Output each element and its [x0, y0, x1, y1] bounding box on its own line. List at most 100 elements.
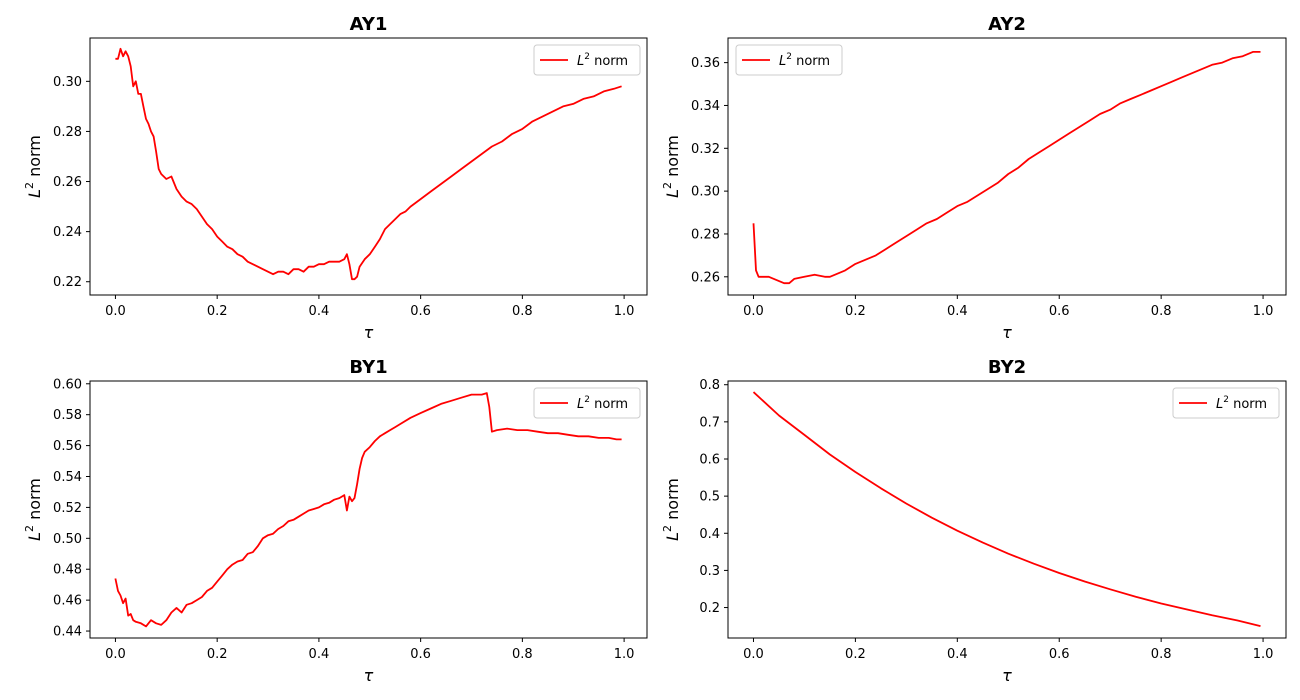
- plot-frame: [727, 37, 1287, 296]
- y-tick-label: 0.60: [53, 377, 82, 392]
- chart-panel-by2: BY2 0.0 0.2 0.4 0.6 0.8 1.0 0.2 0.3 0.4 0.5 0.6 0.7 0…: [661, 357, 1287, 685]
- y-axis-label-rest: norm: [25, 135, 44, 182]
- y-tick-label: 0.6: [699, 452, 720, 467]
- legend-label-rest: norm: [590, 54, 628, 69]
- legend-label: L2 norm: [577, 52, 628, 69]
- legend-label-sup: 2: [786, 52, 792, 62]
- y-axis-label-rest: norm: [663, 478, 682, 525]
- legend-label-rest: norm: [590, 397, 628, 412]
- x-tick-label: 0.8: [512, 304, 533, 319]
- y-axis-label-sup: 2: [661, 182, 674, 189]
- legend: L2 norm: [533, 44, 641, 76]
- y-tick-label: 0.54: [53, 470, 82, 485]
- chart-title: AY2: [988, 14, 1026, 35]
- y-axis-label-sup: 2: [23, 182, 36, 189]
- legend-label-sup: 2: [584, 395, 590, 405]
- x-tick-label: 1.0: [1253, 647, 1274, 662]
- y-tick-label: 0.28: [53, 125, 82, 140]
- y-axis-label: L2 norm: [23, 135, 44, 198]
- y-axis-label-rest: norm: [663, 135, 682, 182]
- y-tick-label: 0.48: [53, 563, 82, 578]
- x-tick-label: 0.8: [512, 647, 533, 662]
- legend-label-base: L: [1216, 397, 1223, 412]
- legend-label-base: L: [577, 397, 584, 412]
- x-tick-label: 0.6: [410, 304, 431, 319]
- x-tick-label: 1.0: [1253, 304, 1274, 319]
- x-tick-label: 0.6: [410, 647, 431, 662]
- x-tick-label: 0.2: [207, 304, 228, 319]
- legend-label-sup: 2: [584, 52, 590, 62]
- y-axis-label: L2 norm: [23, 478, 44, 541]
- series-line: [114, 392, 622, 628]
- x-tick-label: 0.4: [947, 304, 968, 319]
- chart-title: BY1: [349, 357, 387, 378]
- y-tick-label: 0.36: [691, 56, 720, 71]
- legend-label-base: L: [577, 54, 584, 69]
- x-tick-label: 0.6: [1049, 647, 1070, 662]
- x-tick-label: 0.8: [1151, 647, 1172, 662]
- x-tick-label: 0.0: [743, 647, 764, 662]
- legend-label: L2 norm: [1216, 395, 1267, 412]
- series-line: [752, 51, 1261, 285]
- y-tick-label: 0.22: [53, 275, 82, 290]
- y-tick-label: 0.52: [53, 501, 82, 516]
- y-tick-label: 0.30: [53, 75, 82, 90]
- x-axis-label: τ: [364, 666, 374, 685]
- y-tick-label: 0.4: [699, 527, 720, 542]
- legend-box: [735, 44, 843, 76]
- chart-panel-ay2: AY2 0.0 0.2 0.4 0.6 0.8 1.0 0.26 0.28 0.30 0.32 0.3…: [661, 14, 1287, 342]
- legend: L2 norm: [533, 387, 641, 419]
- series-line: [752, 391, 1261, 627]
- y-axis-label-sup: 2: [661, 525, 674, 532]
- x-tick-label: 0.0: [105, 304, 126, 319]
- y-tick-label: 0.24: [53, 225, 82, 240]
- x-tick-label: 1.0: [614, 647, 635, 662]
- y-tick-label: 0.58: [53, 408, 82, 423]
- legend: L2 norm: [1172, 387, 1280, 419]
- legend-label-sup: 2: [1223, 395, 1229, 405]
- chart-title: BY2: [988, 357, 1026, 378]
- y-tick-label: 0.32: [691, 142, 720, 157]
- plot-frame: [89, 380, 648, 639]
- plot-frame: [89, 37, 648, 296]
- x-tick-label: 1.0: [614, 304, 635, 319]
- x-tick-label: 0.4: [309, 304, 330, 319]
- y-axis-label-base: L: [663, 189, 682, 198]
- y-tick-label: 0.44: [53, 625, 82, 640]
- legend: L2 norm: [735, 44, 843, 76]
- y-tick-label: 0.50: [53, 532, 82, 547]
- x-tick-label: 0.6: [1049, 304, 1070, 319]
- legend-box: [533, 44, 641, 76]
- chart-panel-by1: BY1 0.0 0.2 0.4 0.6 0.8 1.0 0.44 0.46 0.48 0.50 0.5…: [23, 357, 648, 685]
- plot-frame: [727, 380, 1287, 639]
- y-tick-label: 0.7: [699, 415, 720, 430]
- y-axis-label-base: L: [25, 189, 44, 198]
- legend-label-base: L: [779, 54, 786, 69]
- x-tick-label: 0.2: [845, 647, 866, 662]
- y-tick-label: 0.34: [691, 99, 720, 114]
- y-tick-label: 0.46: [53, 594, 82, 609]
- legend-label-rest: norm: [792, 54, 830, 69]
- x-axis-label: τ: [1002, 666, 1012, 685]
- x-tick-label: 0.4: [947, 647, 968, 662]
- x-tick-label: 0.0: [743, 304, 764, 319]
- legend-box: [533, 387, 641, 419]
- x-tick-label: 0.4: [309, 647, 330, 662]
- legend-box: [1172, 387, 1280, 419]
- y-tick-label: 0.56: [53, 439, 82, 454]
- y-tick-label: 0.5: [699, 490, 720, 505]
- y-axis-label: L2 norm: [661, 478, 682, 541]
- y-tick-label: 0.26: [53, 175, 82, 190]
- x-tick-label: 0.2: [845, 304, 866, 319]
- y-axis-label-sup: 2: [23, 525, 36, 532]
- y-axis-label-base: L: [663, 532, 682, 541]
- x-tick-label: 0.0: [105, 647, 126, 662]
- chart-panel-ay1: AY1 0.0 0.2 0.4 0.6 0.8 1.0 0.22 0.24 0.26 0.28 0.3…: [23, 14, 648, 342]
- y-tick-label: 0.8: [699, 378, 720, 393]
- chart-title: AY1: [350, 14, 388, 35]
- x-axis-label: τ: [1002, 323, 1012, 342]
- legend-label-rest: norm: [1229, 397, 1267, 412]
- x-tick-label: 0.2: [207, 647, 228, 662]
